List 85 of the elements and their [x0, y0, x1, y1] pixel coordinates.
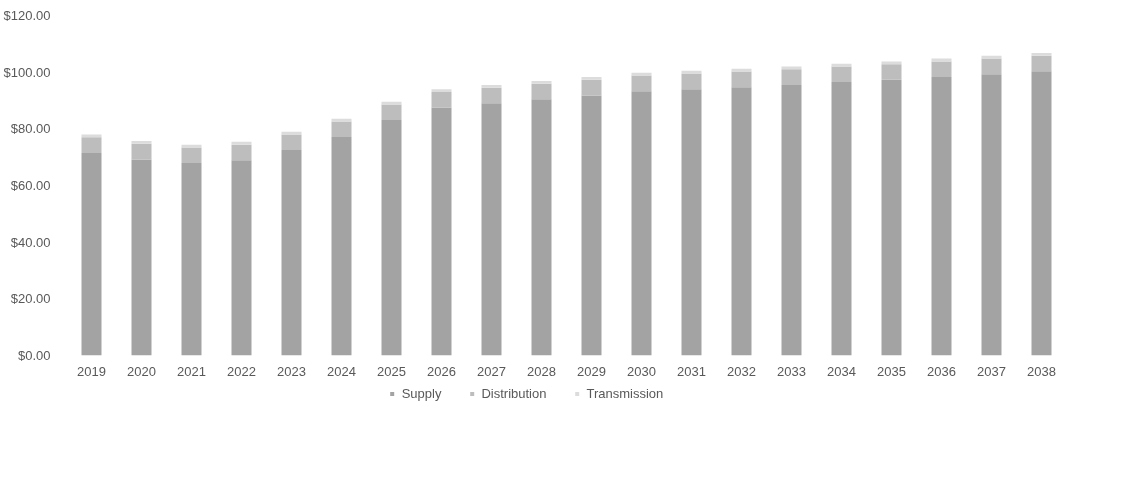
bar [231, 160, 252, 356]
bar [381, 104, 402, 121]
y-tick-label: $40.00 [10, 234, 51, 250]
bar [631, 91, 652, 356]
bar [481, 87, 502, 104]
bar [81, 152, 102, 356]
bar [531, 83, 552, 100]
bar [131, 141, 152, 144]
bar [131, 159, 152, 356]
bar [481, 103, 502, 356]
bar [881, 61, 902, 65]
bar [631, 72, 652, 76]
bar [731, 68, 752, 72]
x-tick-label: 2035 [877, 363, 906, 379]
bar [631, 75, 652, 92]
bar [181, 147, 202, 164]
bar [481, 84, 502, 88]
x-tick-label: 2032 [727, 363, 756, 379]
bar [781, 84, 802, 356]
x-tick-label: 2024 [327, 363, 356, 379]
bar [681, 73, 702, 90]
bar [181, 163, 202, 356]
y-tick-label: $20.00 [10, 291, 51, 307]
bar [981, 58, 1002, 75]
bar [381, 120, 402, 356]
bar [281, 134, 302, 151]
bar [431, 107, 452, 356]
y-tick-label: $60.00 [10, 178, 51, 193]
bar [731, 71, 752, 88]
x-tick-label: 2034 [827, 363, 856, 379]
bar [681, 70, 702, 74]
bar [1031, 52, 1052, 56]
x-tick-label: 2025 [377, 363, 406, 379]
y-tick-label: $100.00 [3, 64, 51, 80]
legend-label: Transmission [586, 385, 664, 401]
bar [331, 137, 352, 356]
bar [1031, 71, 1052, 356]
x-tick-label: 2023 [277, 363, 306, 379]
x-tick-label: 2021 [177, 363, 206, 379]
bar [281, 131, 302, 135]
y-tick-label: $120.00 [3, 8, 51, 23]
x-tick-label: 2028 [527, 363, 556, 379]
x-tick-label: 2033 [777, 363, 806, 379]
bar [181, 144, 202, 148]
bar [581, 95, 602, 356]
bar [531, 80, 552, 84]
bar [581, 76, 602, 80]
x-tick-label: 2027 [477, 363, 506, 379]
legend-label: Distribution [481, 385, 547, 401]
bar [881, 79, 902, 356]
y-tick-label: $0.00 [17, 348, 51, 363]
x-tick-label: 2020 [127, 363, 156, 379]
bar [831, 82, 852, 356]
legend-label: Supply [401, 385, 442, 401]
bar [781, 69, 802, 85]
bar [681, 89, 702, 356]
bar [581, 79, 602, 96]
bar [981, 74, 1002, 356]
bar [231, 141, 252, 145]
bar [731, 87, 752, 356]
bar [81, 137, 102, 153]
x-tick-label: 2036 [927, 363, 956, 379]
x-tick-label: 2019 [77, 363, 106, 379]
bar [281, 150, 302, 356]
bar [931, 76, 952, 356]
x-tick-label: 2038 [1027, 363, 1056, 379]
bar [531, 99, 552, 356]
bar [331, 121, 352, 138]
x-tick-label: 2026 [427, 363, 456, 379]
bar [981, 55, 1002, 59]
x-tick-label: 2037 [977, 363, 1006, 379]
y-tick-label: $80.00 [10, 121, 51, 137]
x-tick-label: 2029 [577, 363, 606, 379]
bar [931, 61, 952, 77]
bar [431, 92, 452, 108]
bar [131, 143, 152, 160]
bar [881, 64, 902, 80]
bar [1031, 55, 1052, 72]
bar [831, 63, 852, 67]
bar [231, 144, 252, 161]
bar [431, 89, 452, 92]
x-tick-label: 2022 [227, 363, 256, 379]
bar [831, 66, 852, 83]
x-tick-label: 2030 [627, 363, 656, 379]
x-tick-label: 2031 [677, 363, 706, 379]
